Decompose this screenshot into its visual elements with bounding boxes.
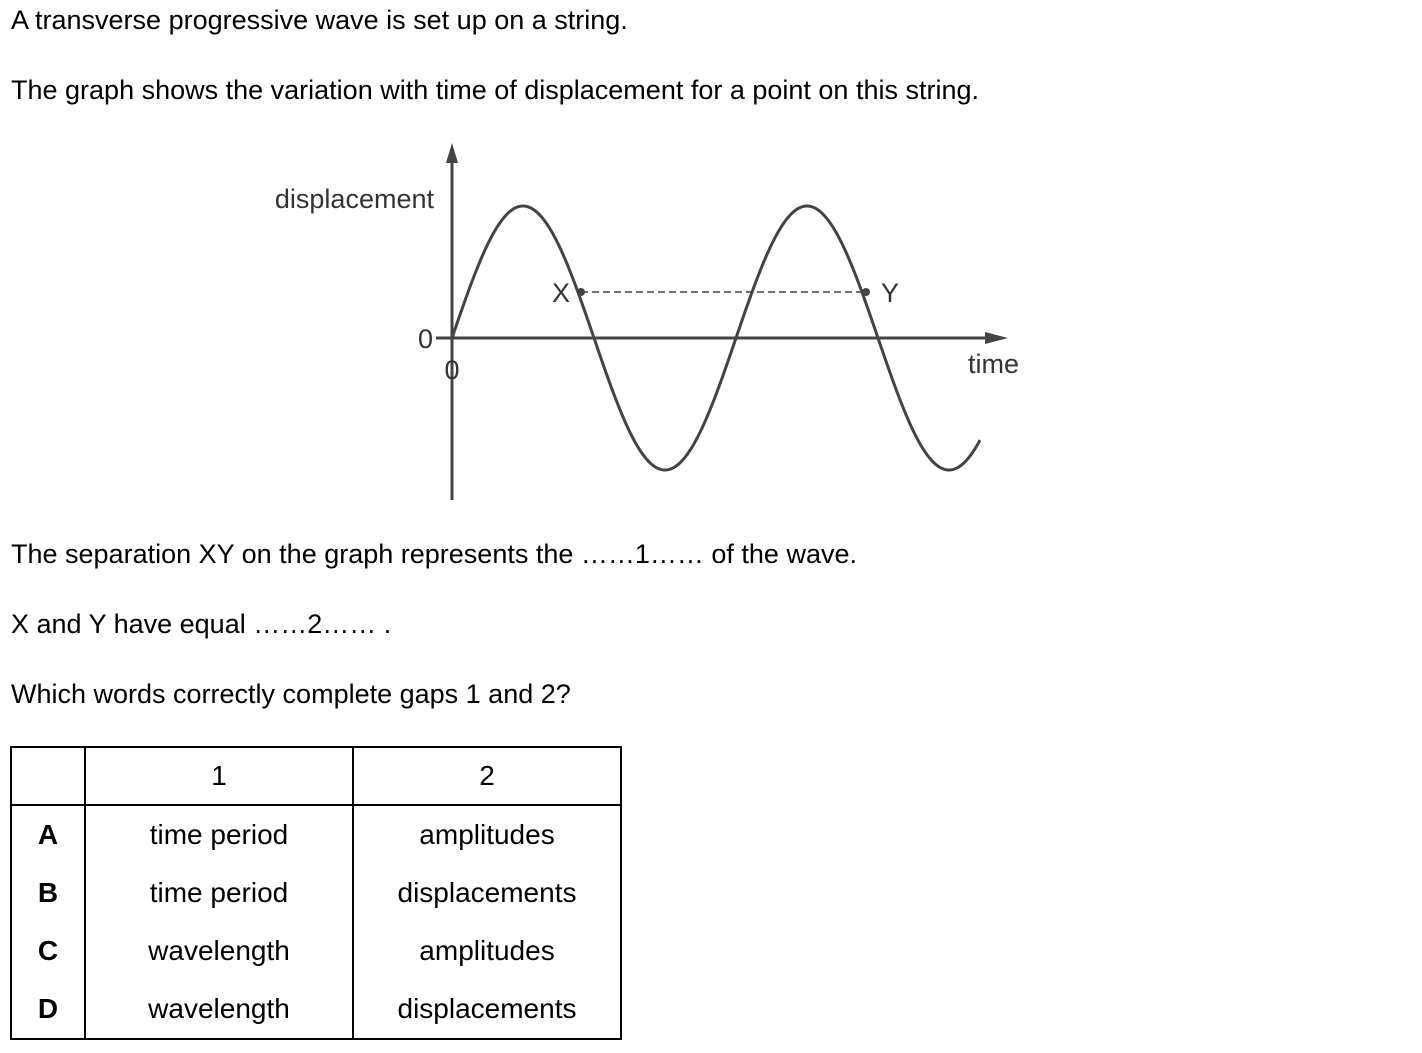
option-letter: C xyxy=(10,922,86,980)
x-axis-arrowhead xyxy=(985,332,1008,344)
y-origin-label: 0 xyxy=(418,324,433,354)
option-gap-2-word: displacements xyxy=(352,864,622,922)
point-x-label: X xyxy=(552,278,570,308)
answer-options-table: 1 2 A time period amplitudes B time peri… xyxy=(10,746,622,1040)
y-axis-label: displacement xyxy=(275,184,435,214)
option-gap-2-word: amplitudes xyxy=(352,805,622,864)
y-axis-arrowhead xyxy=(446,143,458,163)
option-row-a[interactable]: A time period amplitudes xyxy=(10,805,622,864)
x-axis-label: time xyxy=(968,349,1019,379)
option-gap-1-word: wavelength xyxy=(84,922,354,980)
option-row-b[interactable]: B time period displacements xyxy=(10,864,622,922)
option-gap-2-word: displacements xyxy=(352,980,622,1040)
table-header-row: 1 2 xyxy=(10,746,622,806)
option-gap-1-word: time period xyxy=(84,805,354,864)
gap-statement-2: X and Y have equal ……2…… . xyxy=(11,609,392,639)
wave-curve xyxy=(450,204,982,472)
option-letter: B xyxy=(10,864,86,922)
x-origin-label: 0 xyxy=(444,355,459,385)
option-gap-2-word: amplitudes xyxy=(352,922,622,980)
option-gap-1-word: time period xyxy=(84,864,354,922)
option-gap-1-word: wavelength xyxy=(84,980,354,1040)
gap-statement-1: The separation XY on the graph represent… xyxy=(11,539,857,569)
header-cell-letter xyxy=(10,746,86,806)
point-y-marker xyxy=(862,288,870,296)
header-cell-gap-2: 2 xyxy=(352,746,622,806)
question-intro: A transverse progressive wave is set up … xyxy=(11,5,628,35)
question-prompt: Which words correctly complete gaps 1 an… xyxy=(11,679,571,709)
option-row-c[interactable]: C wavelength amplitudes xyxy=(10,922,622,980)
header-cell-gap-1: 1 xyxy=(84,746,354,806)
graph-intro: The graph shows the variation with time … xyxy=(11,75,979,105)
point-y-label: Y xyxy=(881,278,899,308)
wave-graph: displacement time 0 0 X Y xyxy=(275,143,1019,500)
option-letter: D xyxy=(10,980,86,1040)
option-letter: A xyxy=(10,805,86,864)
point-x-marker xyxy=(577,288,585,296)
option-row-d[interactable]: D wavelength displacements xyxy=(10,980,622,1040)
